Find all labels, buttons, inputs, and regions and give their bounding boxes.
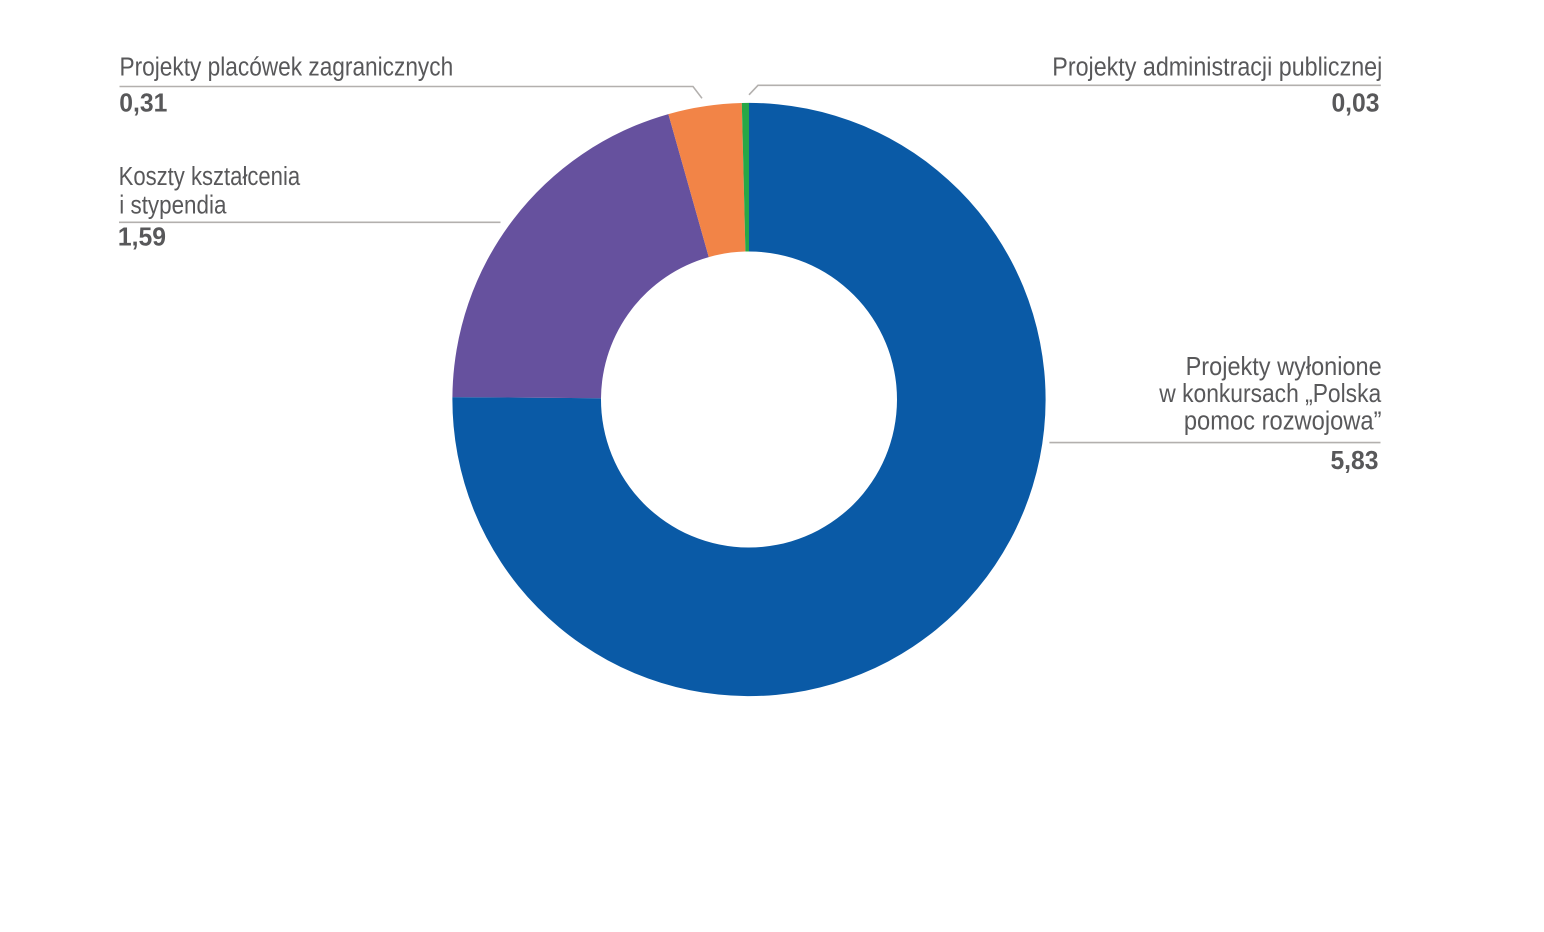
svg-text:Projekty wyłonione: Projekty wyłonione — [1186, 353, 1382, 381]
svg-text:Koszty kształcenia: Koszty kształcenia — [119, 163, 301, 192]
svg-text:0,03: 0,03 — [1331, 89, 1379, 118]
svg-text:Projekty administracji publicz: Projekty administracji publicznej — [1052, 53, 1382, 81]
svg-text:5,83: 5,83 — [1330, 447, 1378, 476]
svg-text:1,59: 1,59 — [118, 223, 166, 252]
svg-text:i stypendia: i stypendia — [119, 191, 227, 220]
svg-text:pomoc rozwojowa”: pomoc rozwojowa” — [1184, 406, 1382, 435]
svg-text:0,31: 0,31 — [119, 89, 167, 118]
svg-text:Projekty placówek zagranicznyc: Projekty placówek zagranicznych — [120, 53, 454, 82]
svg-text:w konkursach „Polska: w konkursach „Polska — [1158, 380, 1381, 409]
